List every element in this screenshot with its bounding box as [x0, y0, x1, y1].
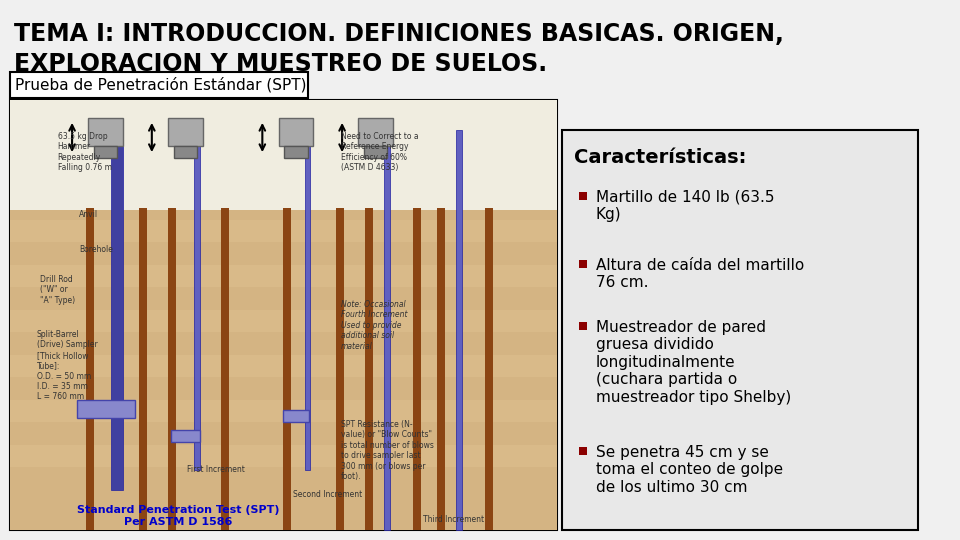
- Text: EXPLORACION Y MUESTREO DE SUELOS.: EXPLORACION Y MUESTREO DE SUELOS.: [14, 52, 547, 76]
- Bar: [580, 447, 588, 455]
- Text: SPT Resistance (N-
value) or "Blow Counts"
is total number of blows
to drive sam: SPT Resistance (N- value) or "Blow Count…: [341, 420, 434, 481]
- Bar: [174, 146, 197, 158]
- Bar: [284, 146, 307, 158]
- Bar: [10, 400, 558, 422]
- Bar: [283, 208, 291, 530]
- Text: Martillo de 140 lb (63.5
Kg): Martillo de 140 lb (63.5 Kg): [596, 190, 775, 222]
- Text: Second Increment: Second Increment: [293, 490, 362, 499]
- Bar: [278, 118, 313, 146]
- Bar: [94, 146, 117, 158]
- Bar: [282, 410, 309, 422]
- Text: Características:: Características:: [574, 148, 746, 167]
- Bar: [221, 208, 228, 530]
- Bar: [437, 208, 444, 530]
- Text: Standard Penetration Test (SPT)
Per ASTM D 1586: Standard Penetration Test (SPT) Per ASTM…: [77, 505, 279, 526]
- Bar: [336, 208, 344, 530]
- Bar: [171, 430, 200, 442]
- Text: Split-Barrel
(Drive) Sampler
[Thick Hollow
Tube]:
O.D. = 50 mm
I.D. = 35 mm
L = : Split-Barrel (Drive) Sampler [Thick Holl…: [36, 330, 97, 401]
- Text: Se penetra 45 cm y se
toma el conteo de golpe
de los ultimo 30 cm: Se penetra 45 cm y se toma el conteo de …: [596, 445, 783, 495]
- Bar: [168, 208, 176, 530]
- Bar: [10, 220, 558, 242]
- Text: Altura de caída del martillo
76 cm.: Altura de caída del martillo 76 cm.: [596, 258, 804, 291]
- Bar: [580, 260, 588, 268]
- Bar: [168, 118, 203, 146]
- Bar: [10, 265, 558, 287]
- Text: Note: Occasional
Fourth Increment
Used to provide
additional soil
material: Note: Occasional Fourth Increment Used t…: [341, 300, 408, 350]
- Bar: [580, 322, 588, 330]
- Bar: [563, 130, 918, 530]
- Bar: [10, 100, 558, 530]
- Text: Anvil: Anvil: [79, 210, 98, 219]
- Text: Borehole: Borehole: [79, 245, 112, 254]
- Bar: [10, 355, 558, 377]
- Bar: [456, 130, 462, 530]
- Bar: [10, 210, 558, 530]
- Bar: [194, 130, 200, 470]
- Bar: [77, 400, 134, 418]
- FancyBboxPatch shape: [10, 72, 307, 98]
- Text: Prueba de Penetración Estándar (SPT): Prueba de Penetración Estándar (SPT): [15, 77, 307, 93]
- Bar: [580, 192, 588, 200]
- Bar: [86, 208, 94, 530]
- Bar: [384, 130, 390, 530]
- Text: Third Increment: Third Increment: [422, 515, 484, 524]
- Text: Drill Rod
("W" or
"A" Type): Drill Rod ("W" or "A" Type): [40, 275, 76, 305]
- Text: Muestreador de pared
gruesa dividido
longitudinalmente
(cuchara partida o
muestr: Muestreador de pared gruesa dividido lon…: [596, 320, 791, 404]
- Bar: [358, 118, 393, 146]
- Text: 63.5 kg Drop
Hammer
Repeatedly
Falling 0.76 m: 63.5 kg Drop Hammer Repeatedly Falling 0…: [58, 132, 111, 172]
- Bar: [111, 130, 123, 490]
- Text: First Increment: First Increment: [187, 465, 245, 474]
- Bar: [10, 445, 558, 467]
- Bar: [364, 146, 387, 158]
- Bar: [413, 208, 420, 530]
- Bar: [10, 100, 558, 210]
- Bar: [304, 130, 310, 470]
- Bar: [365, 208, 372, 530]
- Bar: [10, 310, 558, 332]
- Text: Need to Correct to a
Reference Energy
Efficiency of 60%
(ASTM D 4633): Need to Correct to a Reference Energy Ef…: [341, 132, 419, 172]
- Bar: [139, 208, 147, 530]
- Text: TEMA I: INTRODUCCION. DEFINICIONES BASICAS. ORIGEN,: TEMA I: INTRODUCCION. DEFINICIONES BASIC…: [14, 22, 784, 46]
- Bar: [485, 208, 493, 530]
- Bar: [88, 118, 123, 146]
